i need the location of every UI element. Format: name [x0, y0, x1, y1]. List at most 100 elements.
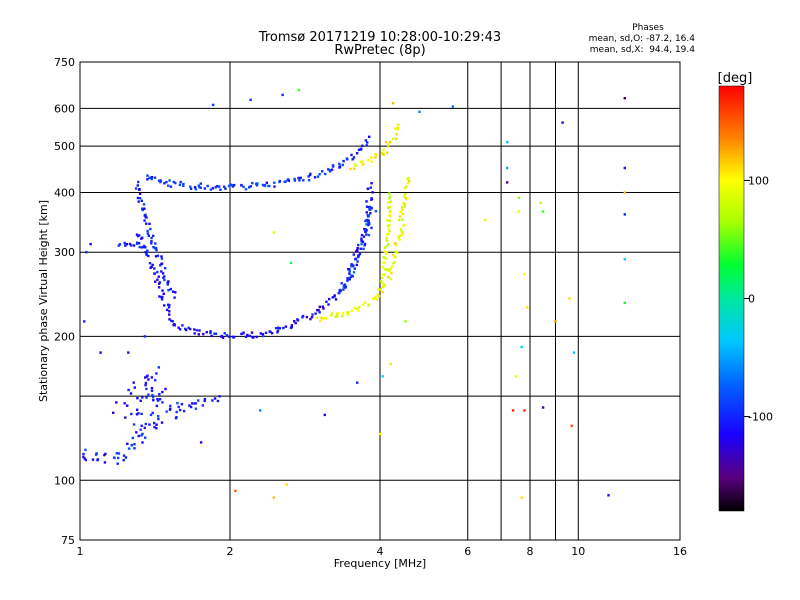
echo-point [147, 254, 150, 258]
echo-point [154, 255, 158, 258]
echo-point [365, 205, 369, 208]
colorbar-tick-label: 100 [748, 174, 769, 187]
echo-point [150, 242, 153, 245]
echo-point [404, 193, 407, 196]
echo-point [272, 496, 276, 499]
echo-point [387, 143, 390, 146]
echo-point [189, 405, 193, 409]
echo-point [152, 399, 155, 402]
echo-point [160, 421, 164, 424]
echo-point [405, 185, 408, 188]
echo-point [148, 423, 151, 426]
echo-point [157, 286, 161, 289]
echo-point [123, 241, 126, 245]
echo-point [313, 176, 317, 179]
echo-point [117, 456, 120, 460]
echo-point [356, 381, 359, 384]
x-tick-label: 6 [464, 545, 471, 558]
echo-point [163, 304, 166, 307]
echo-point [365, 218, 368, 222]
echo-point [348, 270, 351, 273]
echo-point [176, 401, 179, 405]
echo-point [407, 176, 410, 180]
echo-point [149, 413, 153, 417]
echo-point [367, 159, 370, 162]
echo-point [380, 151, 384, 155]
echo-point [541, 210, 545, 213]
echo-point [206, 184, 209, 188]
echo-point [356, 249, 359, 252]
echo-point [374, 210, 378, 213]
echo-point [351, 158, 354, 161]
echo-point [290, 324, 293, 327]
echo-point [365, 200, 368, 203]
echo-point [159, 264, 162, 267]
echo-point [350, 309, 354, 313]
echo-point [520, 345, 523, 349]
echo-point [382, 283, 386, 286]
echo-point [388, 140, 392, 144]
echo-point [389, 195, 392, 198]
y-tick-label: 200 [54, 330, 75, 343]
echo-point [160, 296, 163, 299]
echo-point [370, 182, 373, 185]
echo-point [328, 297, 331, 301]
echo-point [162, 276, 165, 279]
echo-point [240, 332, 243, 336]
echo-point [349, 275, 352, 278]
colorbar-ticks: 100 0 -100 [744, 174, 773, 424]
echo-point [188, 404, 191, 407]
echo-point [297, 88, 301, 92]
echo-point [329, 314, 333, 317]
echo-point [168, 303, 171, 307]
echo-point [623, 97, 626, 100]
echo-point [369, 186, 372, 189]
echo-point [350, 153, 353, 157]
echo-point [224, 187, 227, 190]
grid-lines [80, 62, 680, 540]
echo-point [362, 247, 365, 251]
echo-point [160, 262, 164, 265]
echo-point [265, 181, 268, 184]
echo-point [264, 331, 268, 334]
echo-point [418, 110, 421, 113]
echo-point [175, 416, 178, 419]
echo-point [381, 290, 384, 294]
echo-point [99, 351, 102, 354]
echo-point [240, 183, 243, 187]
echo-point [168, 179, 171, 182]
echo-point [360, 234, 364, 237]
echo-point [85, 251, 88, 254]
echo-point [362, 163, 365, 166]
echo-point [353, 163, 356, 166]
echo-point [385, 250, 388, 254]
echo-point [341, 315, 344, 318]
echo-point [388, 219, 391, 222]
echo-point [182, 409, 186, 413]
echo-point [355, 152, 359, 155]
phase-colorbar: [deg] 100 0 -100 [718, 71, 773, 512]
echo-point [336, 311, 339, 315]
echo-point [169, 185, 173, 188]
echo-point [352, 264, 355, 267]
echo-point [128, 242, 132, 246]
echo-point [159, 180, 162, 184]
echo-point [138, 197, 142, 200]
echo-point [112, 411, 115, 414]
echo-point [400, 233, 403, 237]
echo-point [356, 247, 359, 250]
echo-point [396, 128, 400, 131]
echo-point [372, 297, 376, 301]
echo-point [146, 232, 150, 235]
echo-point [318, 311, 321, 314]
echo-point [381, 375, 384, 378]
echo-point [334, 298, 338, 301]
phase-line-x: mean, sd,X: 94.4, 19.4 [590, 45, 696, 55]
echo-point [187, 326, 190, 329]
echo-point [160, 257, 164, 260]
echo-point [360, 242, 363, 246]
echo-point [388, 230, 391, 233]
echo-point [506, 166, 509, 170]
echo-point [327, 303, 330, 306]
echo-point [146, 178, 149, 181]
